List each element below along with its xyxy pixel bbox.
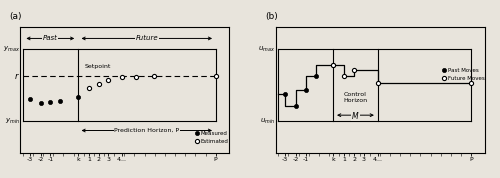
Text: $y_{\mathregular{min}}$: $y_{\mathregular{min}}$ [5, 117, 20, 126]
Text: Control
Horizon: Control Horizon [344, 92, 367, 103]
Text: (a): (a) [10, 12, 22, 20]
Text: Prediction Horizon, P: Prediction Horizon, P [114, 128, 180, 133]
Text: $u_{\mathregular{min}}$: $u_{\mathregular{min}}$ [260, 117, 276, 126]
Text: $M$: $M$ [352, 110, 360, 121]
Text: $u_{\mathregular{max}}$: $u_{\mathregular{max}}$ [258, 45, 276, 54]
Text: (b): (b) [265, 12, 278, 20]
Text: Past: Past [43, 35, 58, 41]
Text: Future: Future [136, 35, 158, 41]
Legend: Measured, Estimated: Measured, Estimated [196, 131, 229, 144]
Text: Setpoint: Setpoint [85, 64, 111, 69]
Legend: Past Moves, Future Moves: Past Moves, Future Moves [442, 68, 484, 81]
Text: $r$: $r$ [14, 71, 20, 81]
Text: $y_{\mathregular{max}}$: $y_{\mathregular{max}}$ [3, 45, 20, 54]
